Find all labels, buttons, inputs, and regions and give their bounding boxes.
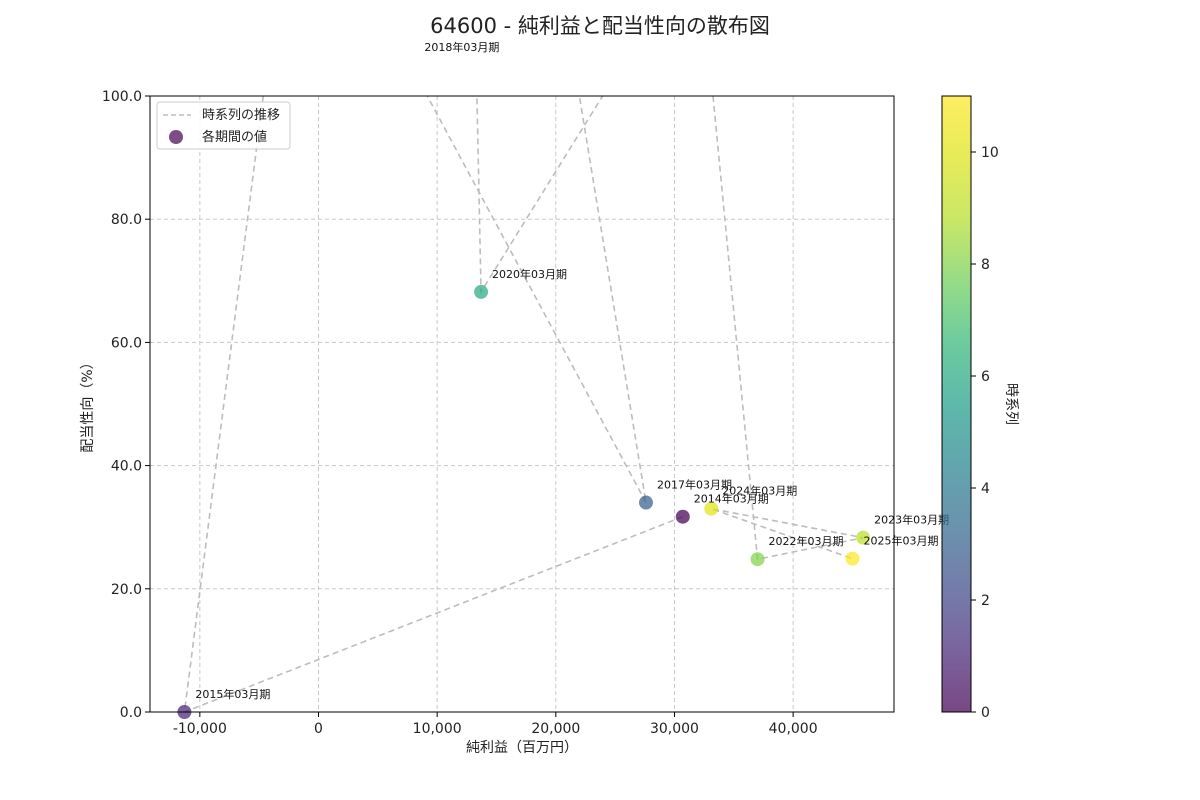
colorbar-frame: [941, 95, 972, 713]
colorbar-tick-label: 4: [981, 481, 990, 497]
point-annotation: 2015年03月期: [195, 687, 270, 701]
data-point: [704, 501, 719, 516]
colorbar-tick-label: 8: [981, 257, 990, 273]
colorbar-label: 時系列: [1003, 383, 1019, 425]
data-point: [856, 530, 871, 545]
colorbar-tick-label: 2: [981, 593, 990, 609]
point-annotation: 2014年03月期: [694, 492, 769, 506]
y-tick-label: 20.0: [111, 582, 142, 598]
y-tick-label: 40.0: [111, 459, 142, 475]
data-points-group: [177, 284, 871, 719]
plot-frame: [149, 95, 895, 713]
colorbar-gradient: [942, 96, 971, 712]
point-annotation: 2025年03月期: [863, 534, 938, 548]
colorbar-tick-label: 10: [981, 145, 999, 161]
point-annotation: 2018年03月期: [424, 40, 499, 54]
data-point: [639, 495, 653, 510]
data-point: [845, 551, 860, 566]
y-axis-label: 配当性向（%）: [80, 355, 96, 452]
annotations-group: 2014年03月期 2015年03月期 2017年03月期 2018年03月期 2020…: [195, 40, 949, 701]
point-annotation: 2024年03月期: [722, 484, 797, 498]
x-tick-label: 40,000: [769, 721, 818, 737]
y-tick-label: 0.0: [120, 705, 142, 721]
y-tick-label: 60.0: [111, 335, 142, 351]
chart-title: 64600 - 純利益と配当性向の散布図: [430, 14, 770, 38]
legend-line-label: 時系列の推移: [202, 108, 280, 123]
data-point: [675, 509, 690, 524]
legend: 時系列の推移 各期間の値: [156, 101, 291, 150]
legend-point-swatch: [169, 130, 183, 144]
y-tick-label: 100.0: [102, 89, 142, 105]
x-axis-label: 純利益（百万円）: [466, 740, 578, 756]
point-annotation: 2020年03月期: [492, 267, 567, 281]
legend-points-label: 各期間の値: [202, 129, 267, 145]
point-annotation: 2023年03月期: [874, 513, 949, 527]
x-tick-label: 20,000: [531, 721, 580, 737]
point-annotation: 2017年03月期: [657, 478, 732, 492]
axis-ticks: -10,000 0 10,000 20,000 30,000 40,000 0.0 20.0 4…: [102, 89, 818, 737]
colorbar-tick-label: 0: [981, 705, 990, 721]
grid: [150, 95, 894, 713]
point-annotation: 2022年03月期: [769, 534, 844, 548]
colorbar: 0 2 4 6 8 10 時系列: [941, 95, 1019, 721]
x-tick-label: 30,000: [650, 721, 699, 737]
x-tick-label: -10,000: [173, 721, 227, 737]
data-point: [474, 284, 489, 299]
y-tick-label: 80.0: [111, 212, 142, 228]
colorbar-tick-label: 6: [981, 369, 990, 385]
data-point: [750, 552, 765, 567]
x-tick-label: 0: [314, 721, 323, 737]
legend-box: [156, 101, 291, 150]
x-tick-label: 10,000: [413, 721, 462, 737]
colorbar-ticks: 0 2 4 6 8 10: [971, 145, 999, 721]
